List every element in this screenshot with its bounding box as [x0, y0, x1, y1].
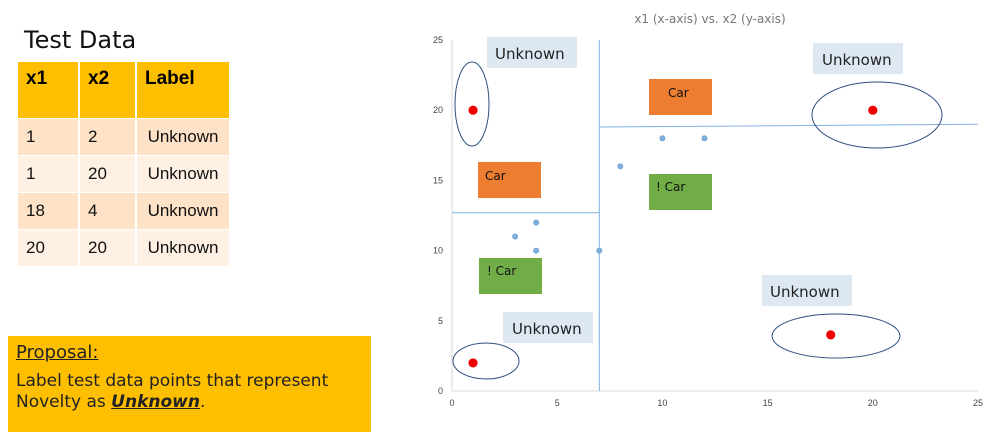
region-label-box	[649, 174, 712, 210]
cell-x1: 1	[18, 118, 78, 155]
unknown-label-text: Unknown	[495, 45, 565, 63]
cell-x2: 20	[80, 229, 135, 266]
data-points	[468, 105, 878, 368]
x-tick-label: 5	[555, 398, 560, 408]
training-point	[533, 247, 540, 254]
header-x1: x1	[18, 62, 78, 118]
header-x2: x2	[80, 62, 135, 118]
unknown-label-text: Unknown	[512, 320, 582, 338]
x-tick-label: 10	[657, 398, 667, 408]
unknown-label-box	[813, 43, 903, 74]
y-tick-label: 10	[433, 246, 443, 256]
training-point	[617, 163, 624, 170]
novelty-ellipse	[454, 61, 490, 147]
training-point	[512, 233, 519, 240]
training-point	[596, 247, 603, 254]
region-label-text: ! Car	[487, 264, 516, 278]
unknown-annotations: Unknown Unknown Unknown Unknown	[487, 37, 903, 343]
novelty-ellipse	[811, 81, 943, 149]
cell-x1: 18	[18, 192, 78, 229]
unknown-label-box	[503, 312, 593, 343]
y-tick-label: 25	[433, 35, 443, 45]
table-title: Test Data	[24, 26, 137, 54]
proposal-heading: Proposal:	[16, 342, 99, 363]
region-label-box	[478, 162, 541, 198]
unknown-label-box	[762, 275, 852, 306]
boundary-line	[599, 123, 979, 128]
region-label-box	[479, 258, 542, 294]
table-row: 1 2 Unknown	[18, 118, 229, 155]
novelty-ellipse	[452, 342, 520, 380]
novelty-ellipse	[771, 313, 901, 359]
region-labels: Car ! Car Car ! Car	[478, 79, 712, 294]
novelty-ellipses	[452, 61, 943, 380]
unknown-label-box	[487, 37, 577, 68]
test-point	[468, 105, 478, 115]
y-tick-label: 5	[438, 316, 443, 326]
cell-x1: 1	[18, 155, 78, 192]
cell-x2: 4	[80, 192, 135, 229]
cell-label: Unknown	[137, 192, 229, 229]
training-point	[659, 135, 666, 142]
table-row: 20 20 Unknown	[18, 229, 229, 266]
scatter-chart: x1 (x-axis) vs. x2 (y-axis) 0 5 10 15 20 25 0 5…	[433, 12, 983, 408]
proposal-text-body: Label test data points that represent No…	[16, 371, 329, 412]
test-data-table: x1 x2 Label 1 2 Unknown 1 20 Unknown 18 …	[16, 62, 231, 266]
table-row: 18 4 Unknown	[18, 192, 229, 229]
chart-title: x1 (x-axis) vs. x2 (y-axis)	[634, 12, 785, 26]
test-point	[868, 105, 878, 115]
cell-x1: 20	[18, 229, 78, 266]
test-point	[826, 330, 836, 340]
unknown-label-text: Unknown	[770, 283, 840, 301]
cell-x2: 20	[80, 155, 135, 192]
proposal-box: Proposal: Label test data points that re…	[8, 336, 371, 432]
region-label-text: ! Car	[656, 180, 685, 194]
x-tick-label: 20	[868, 398, 878, 408]
x-tick-label: 15	[763, 398, 773, 408]
proposal-text: Label test data points that represent No…	[16, 371, 363, 413]
decision-boundaries	[452, 40, 979, 391]
axes-group: 0 5 10 15 20 25 0 5 10 15 20 25	[433, 35, 983, 408]
header-label: Label	[137, 62, 229, 118]
test-point	[468, 358, 478, 368]
cell-x2: 2	[80, 118, 135, 155]
cell-label: Unknown	[137, 155, 229, 192]
proposal-text-end: .	[199, 392, 206, 412]
region-label-text: Car	[668, 86, 689, 100]
cell-label: Unknown	[137, 229, 229, 266]
region-label-box	[649, 79, 712, 115]
y-tick-label: 20	[433, 105, 443, 115]
training-point	[701, 135, 708, 142]
unknown-label-text: Unknown	[822, 51, 892, 69]
table-row: 1 20 Unknown	[18, 155, 229, 192]
x-tick-label: 25	[973, 398, 983, 408]
x-tick-label: 0	[449, 398, 454, 408]
y-tick-label: 0	[438, 386, 443, 396]
training-point	[533, 219, 540, 226]
cell-label: Unknown	[137, 118, 229, 155]
table-header-row: x1 x2 Label	[18, 62, 229, 118]
region-label-text: Car	[485, 169, 506, 183]
y-tick-label: 15	[433, 175, 443, 185]
proposal-emphasis: Unknown	[111, 392, 200, 412]
